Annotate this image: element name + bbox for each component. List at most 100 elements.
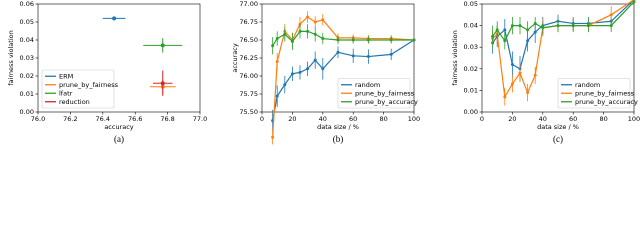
point (632, 0, 636, 4)
point (510, 62, 514, 66)
x-tick-label: 80 (379, 115, 387, 123)
series-line (492, 1, 635, 42)
point (609, 24, 613, 28)
plot-frame (481, 3, 635, 113)
point (518, 24, 522, 28)
point (336, 50, 340, 54)
series-line (492, 0, 635, 70)
point (503, 95, 507, 99)
point (275, 60, 279, 64)
y-tick-label: 76.50 (239, 36, 258, 44)
y-tick-label: 0.05 (464, 0, 478, 8)
y-tick-label: 77.00 (239, 0, 258, 8)
x-tick-label: 76.6 (128, 115, 142, 123)
x-tick-label: 100 (408, 115, 420, 123)
point (306, 29, 310, 33)
point (306, 67, 310, 71)
y-tick-label: 0.03 (464, 43, 478, 51)
y-tick-label: 0.06 (20, 0, 34, 8)
y-tick-label: 0.01 (464, 86, 478, 94)
x-axis-title: data size / % (537, 123, 579, 131)
point (298, 70, 302, 74)
legend-label: prune_by_accuracy (355, 98, 418, 106)
caption: (c) (553, 134, 563, 144)
legend-box (41, 69, 115, 109)
point (533, 73, 537, 77)
point (541, 26, 545, 30)
point (160, 81, 165, 86)
point (526, 39, 530, 43)
x-tick-label: 40 (319, 115, 327, 123)
legend-label: reduction (59, 98, 90, 106)
point (290, 39, 294, 43)
x-tick-label: 76.0 (31, 115, 45, 123)
point (526, 28, 530, 32)
x-tick-label: 76.4 (96, 115, 110, 123)
point (518, 71, 522, 75)
point (533, 21, 537, 25)
caption: (b) (333, 134, 344, 144)
legend-label: ERM (59, 72, 73, 80)
x-tick-label: 0 (480, 115, 484, 123)
point (306, 15, 310, 19)
point (313, 58, 317, 62)
point (503, 28, 507, 32)
x-axis-title: accuracy (104, 123, 133, 131)
point (571, 24, 575, 28)
point (321, 67, 325, 71)
y-tick-label: 0.02 (464, 65, 478, 73)
y-axis-title: accuracy (231, 43, 239, 72)
x-tick-label: 40 (539, 115, 547, 123)
x-tick-label: 60 (569, 115, 577, 123)
legend-label: prune_by_fairness (575, 89, 635, 97)
point (491, 34, 495, 38)
point (351, 38, 355, 42)
y-tick-label: 0.04 (464, 22, 478, 30)
point (366, 55, 370, 59)
legend-box (557, 78, 631, 109)
point (290, 72, 294, 76)
x-tick-label: 60 (349, 115, 357, 123)
x-tick-label: 76.8 (160, 115, 174, 123)
point (556, 24, 560, 28)
point (510, 24, 514, 28)
point (533, 30, 537, 34)
point (275, 94, 279, 98)
y-tick-label: 76.75 (239, 18, 258, 26)
x-tick-label: 77.0 (193, 115, 207, 123)
y-tick-label: 0.04 (20, 36, 34, 44)
y-tick-label: 76.00 (239, 72, 258, 80)
point (609, 13, 613, 17)
x-axis-title: data size / % (317, 123, 359, 131)
point (321, 37, 325, 41)
point (351, 54, 355, 58)
y-tick-label: 0.05 (20, 18, 34, 26)
point (366, 38, 370, 42)
point (313, 32, 317, 36)
y-tick-label: 75.50 (239, 108, 258, 116)
legend-label: lfatr (59, 89, 73, 97)
x-tick-label: 100 (628, 115, 640, 123)
legend-box (337, 78, 411, 109)
point (283, 83, 287, 87)
point (336, 38, 340, 42)
y-tick-label: 76.25 (239, 54, 258, 62)
y-axis-title: fairness violation (7, 30, 15, 85)
y-axis-title: fairness violation (451, 30, 459, 85)
point (271, 135, 275, 139)
y-tick-label: 0.00 (20, 108, 34, 116)
point (283, 32, 287, 36)
point (412, 38, 416, 42)
point (510, 82, 514, 86)
y-tick-label: 0.00 (464, 108, 478, 116)
figure: 76.0 76.2 76.4 76.6 76.8 77.0 0.00 0.01 0.02 0.03… (7, 0, 640, 145)
legend-label: prune_by_fairness (59, 81, 119, 89)
point (526, 91, 530, 95)
point (271, 44, 275, 48)
x-tick-label: 0 (260, 115, 264, 123)
x-tick-label: 76.2 (63, 115, 77, 123)
point (389, 52, 393, 56)
point (313, 20, 317, 24)
point (298, 29, 302, 33)
y-tick-label: 0.03 (20, 54, 34, 62)
